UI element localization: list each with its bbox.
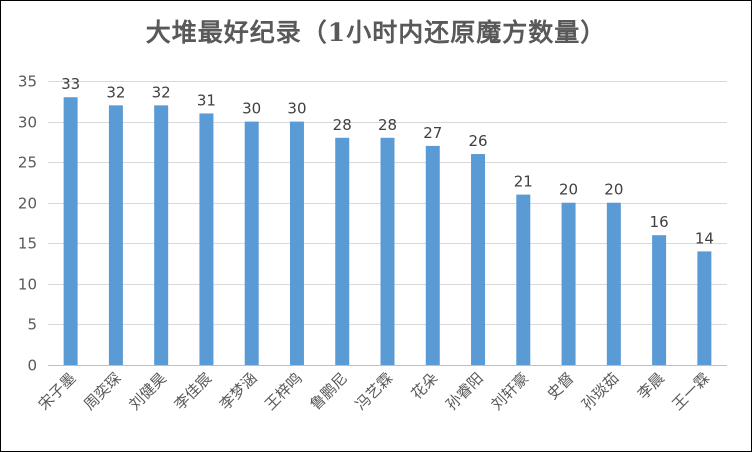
x-tick-label: 宋子墨 (35, 369, 80, 414)
bar (108, 105, 123, 365)
x-tick-label: 冯艺霖 (352, 369, 397, 414)
data-label: 20 (604, 181, 623, 199)
data-label: 16 (650, 213, 669, 231)
data-label: 30 (242, 100, 261, 118)
data-label: 27 (423, 124, 442, 142)
data-label: 20 (559, 181, 578, 199)
bar (335, 137, 350, 365)
x-tick-label: 王梓鸣 (261, 369, 306, 414)
y-tick-label: 0 (27, 357, 37, 375)
bar (561, 202, 576, 365)
data-label: 30 (287, 100, 306, 118)
data-labels: 33 32 32 31 30 30 28 28 27 26 21 20 20 16 14 (61, 75, 714, 247)
y-tick-label: 35 (18, 73, 37, 91)
bar (289, 121, 304, 365)
bar (154, 105, 169, 365)
bar (63, 97, 78, 365)
data-label: 21 (514, 173, 533, 191)
bar (516, 194, 531, 365)
x-tick-label: 史督 (543, 369, 577, 403)
data-label: 28 (333, 116, 352, 134)
y-axis-ticks: 0 5 10 15 20 25 30 35 (18, 73, 37, 375)
bar (244, 121, 259, 365)
bars (63, 97, 712, 365)
bar (697, 251, 712, 365)
x-tick-label: 孙睿阳 (442, 369, 487, 414)
bar (199, 113, 214, 365)
bar (471, 154, 486, 365)
x-tick-label: 李晨 (634, 369, 668, 403)
y-tick-label: 10 (18, 276, 37, 294)
bar (652, 235, 667, 365)
x-axis-category-labels: 宋子墨 周奕琛 刘健昊 李佳宸 李梦涵 王梓鸣 鲁鹏尼 冯艺霖 花朵 孙睿阳 刘轩豪 史督 孙琰茹 李晨王… (35, 369, 713, 414)
x-tick-label: 鲁鹏尼 (307, 369, 352, 414)
x-tick-label: 刘轩豪 (488, 369, 533, 414)
x-tick-label: 刘健昊 (125, 369, 170, 414)
data-label: 32 (106, 83, 125, 101)
data-label: 31 (197, 91, 216, 109)
y-tick-label: 5 (27, 316, 37, 334)
data-label: 14 (695, 229, 714, 247)
x-tick-label: 李梦涵 (216, 369, 261, 414)
y-tick-label: 20 (18, 195, 37, 213)
bar (425, 145, 440, 365)
y-tick-label: 30 (18, 114, 37, 132)
x-tick-label: 李佳宸 (171, 369, 216, 414)
x-tick-label: 孙琰茹 (578, 369, 623, 414)
x-tick-label: 周奕琛 (80, 369, 125, 414)
x-tick-label: 王一霖 (669, 369, 714, 414)
chart-title: 大堆最好纪录（1小时内还原魔方数量） (145, 18, 607, 47)
bar (606, 202, 621, 365)
data-label: 32 (152, 83, 171, 101)
bar (380, 137, 395, 365)
y-tick-label: 15 (18, 235, 37, 253)
data-label: 28 (378, 116, 397, 134)
x-tick-label: 花朵 (408, 369, 442, 403)
data-label: 33 (61, 75, 80, 93)
y-tick-label: 25 (18, 154, 37, 172)
data-label: 26 (468, 132, 487, 150)
